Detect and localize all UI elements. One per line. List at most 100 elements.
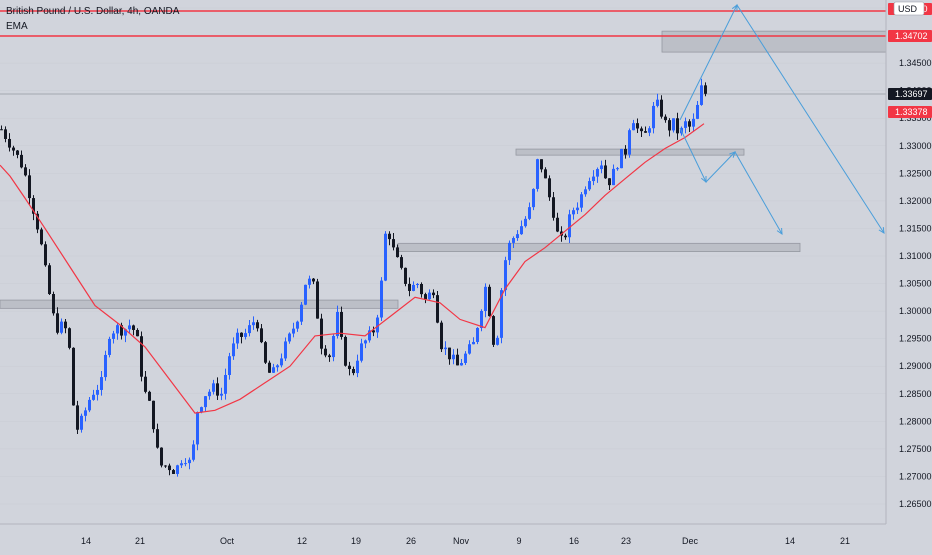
candle-body (332, 336, 335, 358)
candle-body (228, 356, 231, 375)
candle-body (460, 363, 463, 366)
candle-body (52, 294, 55, 314)
projection-path[interactable] (679, 127, 783, 235)
candle-body (588, 181, 591, 190)
time-tick-label: 26 (406, 536, 416, 546)
candle-body (512, 238, 515, 243)
candle-body (556, 217, 559, 232)
candle-body (172, 470, 175, 474)
candle-body (592, 176, 595, 182)
candle-body (520, 226, 523, 235)
candle-body (288, 333, 291, 342)
candle-body (612, 168, 615, 186)
price-tick-label: 1.30500 (899, 279, 932, 289)
candle-body (352, 369, 355, 374)
candle-body (624, 148, 627, 155)
currency-box (893, 1, 925, 16)
ema-value-tag[interactable]: 1.33378 (888, 106, 932, 118)
candle-body (476, 327, 479, 342)
price-tick-label: 1.32500 (899, 168, 932, 178)
candle-body (316, 281, 319, 319)
candle-body (472, 341, 475, 345)
candle-body (244, 333, 247, 337)
candle-body (516, 234, 519, 239)
ema-line[interactable] (0, 123, 705, 414)
time-axis[interactable]: 14 21 Oct 12 19 26 Nov 9 16 23 Dec 14 21 (81, 536, 850, 546)
price-tick-label: 1.28000 (899, 416, 932, 426)
candle-body (136, 329, 139, 337)
candle-body (280, 358, 283, 366)
candle-body (568, 214, 571, 238)
price-tick-label: 1.27000 (899, 471, 932, 481)
candle-body (640, 128, 643, 132)
arrow-head (878, 226, 885, 234)
candle-body (208, 391, 211, 397)
candle-body (8, 138, 11, 148)
candle-body (340, 311, 343, 337)
candle-body (184, 463, 187, 465)
price-tick-label: 1.31000 (899, 251, 932, 261)
candle-body (84, 410, 87, 416)
last-price-tag[interactable]: 1.33697 (888, 88, 932, 100)
candle-body (60, 321, 63, 333)
candle-body (40, 229, 43, 245)
candle-body (212, 383, 215, 392)
candle-body (364, 340, 367, 344)
candle-body (596, 169, 599, 177)
candle-body (604, 165, 607, 179)
ema-value-tag-text: 1.33378 (895, 107, 928, 117)
candle-body (576, 207, 579, 211)
currency-selector[interactable]: USD (893, 1, 925, 16)
candle-body (308, 278, 311, 285)
price-tick-label: 1.27500 (899, 444, 932, 454)
candle-body (480, 310, 483, 328)
candle-body (504, 260, 507, 291)
time-tick-label: 23 (621, 536, 631, 546)
candle-body (164, 465, 167, 467)
candle-body (548, 178, 551, 198)
candle-body (148, 391, 151, 401)
candle-body (380, 280, 383, 318)
candle-body (176, 465, 179, 474)
price-tick-label: 1.30000 (899, 306, 932, 316)
candle-body (120, 325, 123, 336)
candle-body (56, 313, 59, 333)
candle-body (268, 362, 271, 373)
candle-body (632, 123, 635, 131)
candle-body (12, 147, 15, 151)
price-tick-label: 1.32000 (899, 196, 932, 206)
candle-body (168, 465, 171, 471)
candle-body (348, 365, 351, 370)
candle-body (528, 207, 531, 219)
candle-body (232, 343, 235, 357)
level-tag-lower[interactable]: 1.34702 (888, 30, 932, 42)
time-tick-label: 21 (840, 536, 850, 546)
candle-body (676, 118, 679, 134)
candle-body (404, 267, 407, 284)
candle-body (300, 304, 303, 322)
price-tick-label: 1.26500 (899, 499, 932, 509)
candle-body (444, 347, 447, 350)
candle-body (668, 120, 671, 131)
price-tick-label: 1.28500 (899, 389, 932, 399)
symbol-title[interactable]: British Pound / U.S. Dollar, 4h, OANDA (6, 6, 180, 17)
time-tick-label: Dec (682, 536, 699, 546)
candle-body (188, 459, 191, 464)
time-tick-label: 16 (569, 536, 579, 546)
indicator-label[interactable]: EMA (6, 21, 28, 32)
candle-body (36, 213, 39, 230)
price-tick-label: 1.29500 (899, 334, 932, 344)
candle-body (344, 336, 347, 366)
price-tick-label: 1.29000 (899, 361, 932, 371)
candle-body (104, 354, 107, 378)
candle-body (456, 354, 459, 366)
candle-body (312, 278, 315, 282)
support-resistance-zone (0, 299, 399, 309)
candle-body (692, 118, 695, 127)
candle-body (180, 463, 183, 466)
candle-body (240, 332, 243, 337)
candles-layer (0, 78, 707, 477)
candle-body (648, 128, 651, 133)
